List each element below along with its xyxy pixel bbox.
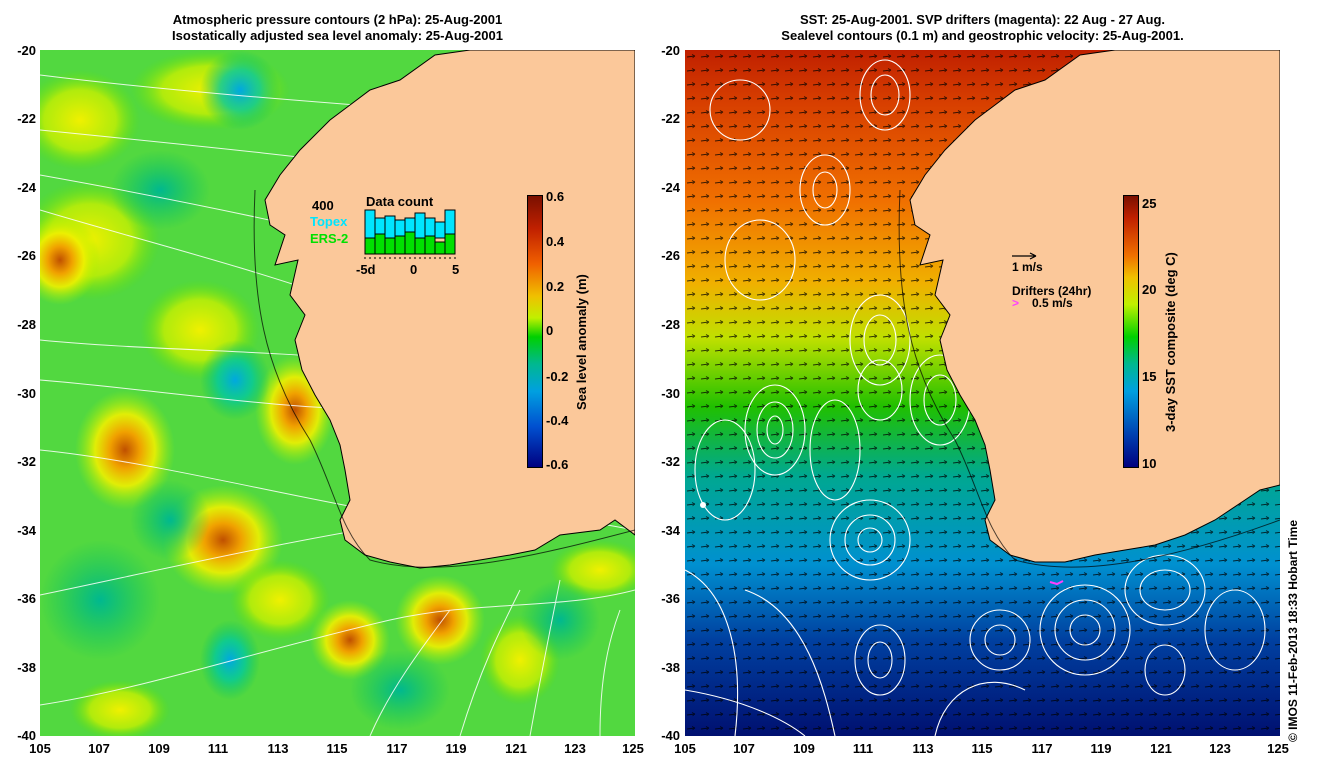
sst-map	[685, 50, 1280, 736]
data-count-xtick-end: 5	[452, 262, 460, 277]
sla-tick-0.2: 0.2	[546, 279, 565, 294]
left-ytick: -30	[17, 386, 36, 401]
velocity-scale-label: 1 m/s	[1012, 260, 1043, 274]
drifter-arrow-icon: >	[1012, 296, 1020, 310]
data-count-xtick-start: -5d	[356, 262, 376, 277]
left-map-title: Atmospheric pressure contours (2 hPa): 2…	[40, 12, 635, 44]
sla-tick-neg-0.6: -0.6	[546, 457, 569, 472]
left-title-line-2: Isostatically adjusted sea level anomaly…	[172, 28, 503, 43]
drifters-legend-title: Drifters (24hr)	[1012, 284, 1092, 298]
left-xtick: 115	[326, 741, 348, 756]
data-count-bars	[364, 209, 458, 259]
right-ytick: -24	[661, 180, 680, 195]
left-xtick: 111	[207, 741, 229, 756]
velocity-scale-arrow	[1012, 252, 1037, 260]
sst-canvas	[685, 50, 1280, 736]
imos-credit: © IMOS 11-Feb-2013 18:33 Hobart Time	[1286, 519, 1300, 742]
left-xtick: 113	[267, 741, 289, 756]
sea-level-contours	[685, 59, 1266, 736]
sla-tick-neg-0.2: -0.2	[546, 369, 569, 384]
sst-tick-10: 10	[1142, 456, 1157, 471]
sla-tick-0.6: 0.6	[546, 189, 565, 204]
right-ytick: -26	[661, 248, 680, 263]
left-title-line-1: Atmospheric pressure contours (2 hPa): 2…	[172, 12, 503, 27]
left-ytick: -28	[17, 317, 36, 332]
right-ytick: -38	[661, 660, 680, 675]
left-xtick: 109	[148, 741, 170, 756]
left-xtick: 121	[505, 741, 527, 756]
left-xtick: 119	[445, 741, 467, 756]
left-ytick: -36	[17, 591, 36, 606]
sea-level-anomaly-map	[40, 50, 635, 736]
drifters-scale-label: 0.5 m/s	[1032, 296, 1073, 310]
left-ytick: -20	[17, 43, 36, 58]
right-xtick: 123	[1209, 741, 1231, 756]
sla-tick-0: 0	[546, 323, 554, 338]
right-xtick: 105	[674, 741, 696, 756]
right-ytick: -20	[661, 43, 680, 58]
right-xtick: 119	[1090, 741, 1112, 756]
sla-tick-0.4: 0.4	[546, 234, 565, 249]
right-xtick: 107	[733, 741, 755, 756]
sla-tick-neg-0.4: -0.4	[546, 413, 569, 428]
ers2-bars	[364, 231, 456, 255]
right-ytick: -28	[661, 317, 680, 332]
right-title-line-2: Sealevel contours (0.1 m) and geostrophi…	[781, 28, 1184, 43]
legend-ers2: ERS-2	[310, 231, 349, 246]
data-count-xtick-zero: 0	[410, 262, 418, 277]
left-xtick: 125	[622, 741, 644, 756]
sla-colorbar-title: Sea level anomaly (m)	[574, 274, 589, 410]
sst-colorbar	[1123, 195, 1139, 468]
coastal-ice-marker	[700, 502, 706, 508]
right-xtick: 111	[852, 741, 874, 756]
sea-level-colorbar	[527, 195, 543, 468]
left-ytick: -38	[17, 660, 36, 675]
left-xtick: 117	[386, 741, 408, 756]
left-ytick: -34	[17, 523, 36, 538]
legend-topex: Topex	[310, 214, 348, 229]
right-ytick: -22	[661, 111, 680, 126]
right-ytick: -32	[661, 454, 680, 469]
right-xtick: 121	[1150, 741, 1172, 756]
left-xtick: 123	[564, 741, 586, 756]
right-xtick: 113	[912, 741, 934, 756]
right-ytick: -30	[661, 386, 680, 401]
left-xtick: 105	[29, 741, 51, 756]
sst-tick-20: 20	[1142, 282, 1157, 297]
sst-tick-25: 25	[1142, 196, 1157, 211]
left-ytick: -24	[17, 180, 36, 195]
right-ytick: -36	[661, 591, 680, 606]
right-xtick: 109	[793, 741, 815, 756]
right-xtick: 115	[971, 741, 993, 756]
sea-level-anomaly-canvas	[40, 50, 635, 736]
left-ytick: -22	[17, 111, 36, 126]
left-ytick: -40	[17, 728, 36, 743]
australia-landmass-sst	[898, 50, 1280, 568]
left-ytick: -32	[17, 454, 36, 469]
drifter-tracks	[1049, 580, 1064, 586]
data-count-scale-label: 400	[312, 198, 334, 213]
right-map-title: SST: 25-Aug-2001. SVP drifters (magenta)…	[685, 12, 1280, 44]
data-count-title: Data count	[366, 194, 434, 209]
sst-tick-15: 15	[1142, 369, 1157, 384]
left-xtick: 107	[88, 741, 110, 756]
right-xtick: 125	[1267, 741, 1289, 756]
sst-colorbar-title: 3-day SST composite (deg C)	[1163, 252, 1178, 432]
left-ytick: -26	[17, 248, 36, 263]
right-ytick: -40	[661, 728, 680, 743]
right-xtick: 117	[1031, 741, 1053, 756]
right-ytick: -34	[661, 523, 680, 538]
right-title-line-1: SST: 25-Aug-2001. SVP drifters (magenta)…	[799, 12, 1166, 27]
topex-bars	[364, 209, 456, 239]
